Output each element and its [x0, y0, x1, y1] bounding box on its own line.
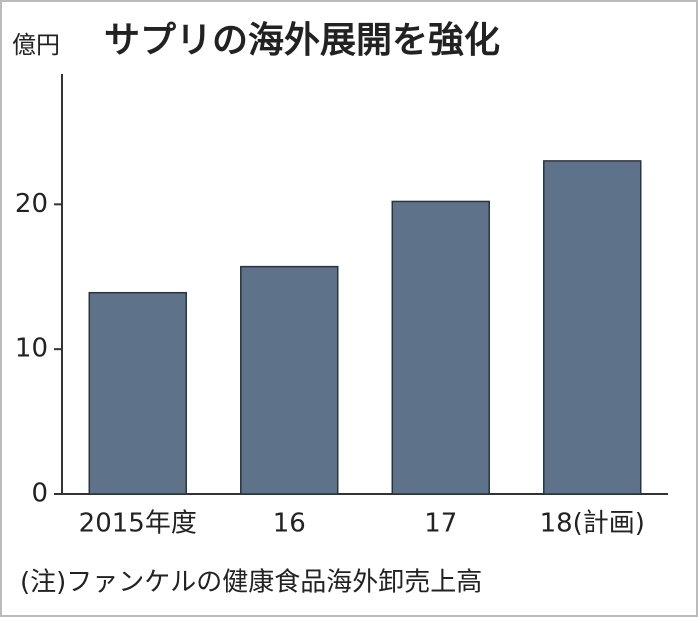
x-tick-label: 18(計画)	[540, 509, 645, 539]
note: (注)ファンケルの健康食品海外卸売上高	[20, 568, 482, 598]
bar	[240, 265, 339, 495]
y-unit: 億円	[12, 31, 60, 59]
bar	[543, 160, 642, 495]
y-tick-label: 20	[15, 189, 48, 219]
x-tick-label: 16	[273, 509, 306, 539]
y-tick-label: 10	[15, 334, 48, 364]
x-tick-label: 2015年度	[79, 509, 197, 539]
x-tick-label: 17	[424, 509, 457, 539]
y-tick-label: 0	[31, 479, 48, 509]
bar	[88, 291, 187, 495]
chart-title: サプリの海外展開を強化	[104, 20, 500, 61]
bar	[391, 200, 490, 495]
